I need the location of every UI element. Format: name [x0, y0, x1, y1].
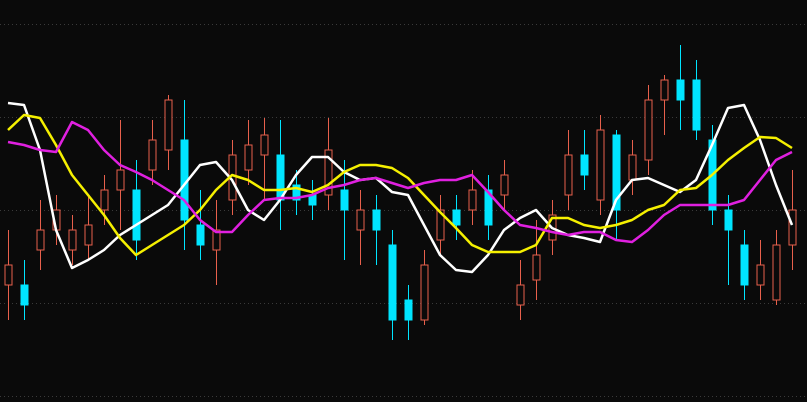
candle-body — [468, 189, 477, 211]
candle-body — [612, 134, 621, 211]
candle-body — [324, 149, 333, 196]
candle-body — [292, 184, 301, 201]
candle-body — [772, 244, 781, 301]
moving-average-line — [7, 101, 794, 274]
candle-body — [4, 264, 13, 286]
candle-body — [340, 189, 349, 211]
candle-body — [356, 209, 365, 231]
candle-body — [788, 209, 797, 246]
candle-body — [596, 129, 605, 201]
candle-body — [724, 209, 733, 231]
candle-body — [740, 244, 749, 286]
candle-body — [644, 99, 653, 161]
candle-body — [100, 189, 109, 211]
candle-body — [244, 144, 253, 171]
candle-body — [484, 189, 493, 226]
candle-body — [132, 189, 141, 241]
candle-body — [532, 254, 541, 281]
candle-body — [196, 224, 205, 246]
candle-body — [84, 224, 93, 246]
candle-body — [116, 169, 125, 191]
candle-body — [420, 264, 429, 321]
candle-body — [580, 154, 589, 176]
candle-body — [260, 134, 269, 156]
candle-body — [436, 209, 445, 241]
candle-body — [660, 79, 669, 101]
candle-body — [564, 154, 573, 196]
moving-average-line — [7, 120, 793, 244]
candle-body — [628, 154, 637, 181]
candle-body — [212, 229, 221, 251]
candle-body — [500, 174, 509, 196]
moving-average-line — [7, 113, 793, 257]
candle-body — [388, 244, 397, 321]
candle-body — [372, 209, 381, 231]
candle-body — [164, 99, 173, 151]
candle-body — [20, 284, 29, 306]
candle-body — [68, 229, 77, 251]
candle-body — [516, 284, 525, 306]
candle-body — [676, 79, 685, 101]
candle-body — [692, 79, 701, 131]
candle-body — [36, 229, 45, 251]
candle-body — [148, 139, 157, 171]
candle-body — [452, 209, 461, 226]
candle-body — [756, 264, 765, 286]
candle-body — [404, 299, 413, 321]
